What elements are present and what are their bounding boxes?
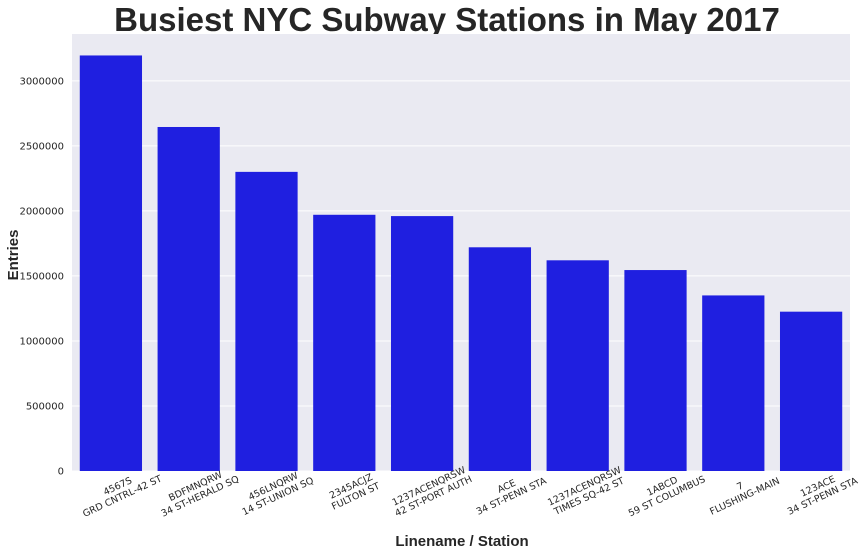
bar: [390, 216, 454, 471]
bar: [546, 260, 609, 471]
bars: [79, 55, 843, 472]
bar: [313, 214, 376, 471]
bar: [79, 55, 143, 472]
y-axis-label: Entries: [5, 230, 22, 281]
y-tick-label: 2500000: [19, 141, 64, 152]
y-tick-label: 1500000: [19, 271, 64, 282]
y-tick-label: 2000000: [19, 206, 64, 217]
y-tick-label: 500000: [26, 401, 64, 412]
bar: [779, 311, 843, 471]
chart-title: Busiest NYC Subway Stations in May 2017: [114, 1, 780, 38]
y-tick-label: 3000000: [19, 76, 64, 87]
bar: [235, 171, 298, 471]
bar: [624, 270, 687, 471]
bar: [468, 247, 532, 471]
y-tick-label: 0: [58, 467, 64, 478]
x-axis-label: Linename / Station: [395, 533, 528, 550]
x-tick-label-line: FLUSHING-MAIN: [708, 476, 781, 518]
y-tick-label: 1000000: [19, 336, 64, 347]
bar: [157, 126, 220, 472]
x-tick-label-line: 7: [735, 480, 745, 493]
bar: [702, 295, 765, 471]
y-axis-ticks: 0 500000 1000000 1500000 2000000 2500000 30000…: [19, 76, 64, 477]
